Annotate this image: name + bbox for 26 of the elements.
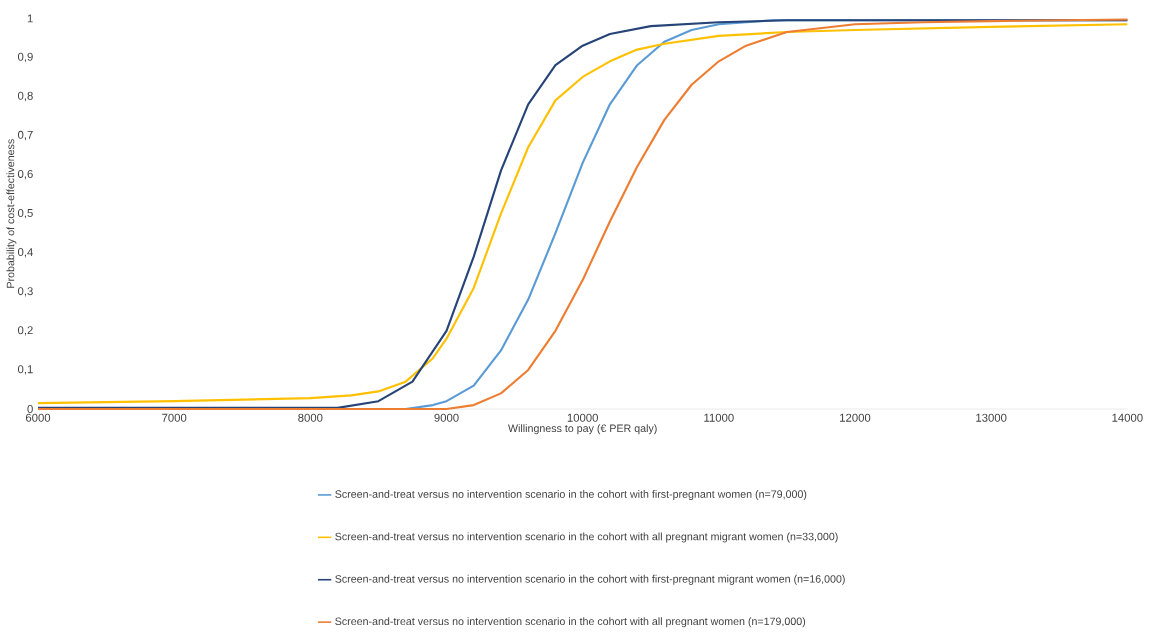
x-tick-label: 9000 [434, 413, 459, 422]
x-tick-label: 7000 [162, 413, 187, 422]
y-tick-label: 0,1 [17, 365, 33, 375]
y-tick-label: 0,2 [17, 326, 33, 336]
x-tick-label: 6000 [25, 413, 51, 422]
y-tick-label: 0,4 [17, 248, 33, 258]
legend-label: Screen-and-treat versus no intervention scenario in the cohort with all pregnant migrant women (n=33,000) [335, 532, 838, 543]
x-axis-title: Willingness to pay (€ PER qaly) [508, 424, 657, 435]
legend-label: Screen-and-treat versus no intervention scenario in the cohort with first-pregnant women (n=79,000) [335, 490, 807, 501]
y-tick-label: 0,8 [17, 91, 33, 102]
legend-label: Screen-and-treat versus no intervention scenario in the cohort with all pregnant women (n=179,000) [335, 617, 806, 628]
x-tick-label: 11000 [704, 413, 734, 422]
y-tick-label: 1 [27, 14, 33, 23]
y-tick-label: 0,3 [17, 287, 33, 297]
x-tick-label: 10000 [567, 413, 598, 422]
legend-label: Screen-and-treat versus no intervention scenario in the cohort with first-pregnant migrant women (n=16,000) [335, 574, 845, 585]
x-tick-label: 13000 [976, 413, 1007, 422]
y-tick-label: 0,9 [17, 52, 33, 63]
x-tick-label: 8000 [298, 413, 323, 422]
y-tick-label: 0,5 [17, 209, 33, 219]
y-tick-label: 0,7 [17, 130, 33, 141]
x-tick-label: 14000 [1112, 413, 1143, 422]
x-tick-label: 12000 [840, 413, 871, 422]
y-axis-title: Probability of cost-effectiveness [6, 139, 17, 288]
y-tick-label: 0,6 [17, 169, 33, 180]
y-tick-label: 0 [27, 405, 33, 414]
